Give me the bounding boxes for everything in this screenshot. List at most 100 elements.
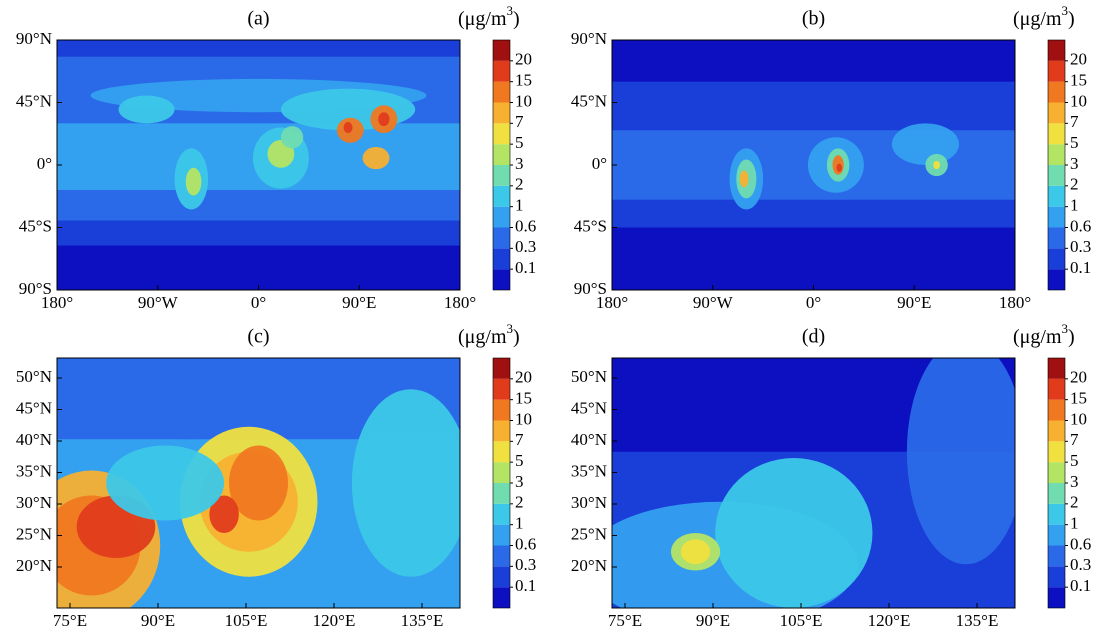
panel-label: (d): [802, 326, 825, 348]
x-tick-label: 180°: [41, 293, 73, 312]
y-tick-label: 0°: [592, 154, 607, 173]
panel-label: (a): [247, 8, 269, 30]
colorbar-box: [1048, 40, 1065, 61]
colorbar-label: 2: [1070, 493, 1079, 512]
colorbar-label: 0.1: [1070, 576, 1091, 595]
field-blob: [57, 364, 338, 440]
unit-close: ): [1068, 326, 1075, 348]
colorbar-box: [1048, 227, 1065, 249]
colorbar-unit: (μg/m3): [458, 3, 520, 30]
colorbar-label: 10: [515, 409, 532, 428]
field-blob: [715, 458, 873, 608]
colorbar-box: [1048, 81, 1065, 103]
unit-sup: 3: [1062, 321, 1069, 336]
colorbar-box: [1048, 248, 1065, 270]
colorbar-label: 15: [1070, 71, 1087, 90]
colorbar-label: 0.1: [515, 258, 536, 277]
colorbar-label: 0.6: [515, 534, 536, 553]
colorbar-label: 15: [515, 71, 532, 90]
unit-base: (μg/m: [1013, 326, 1062, 348]
x-tick-label: 180°: [444, 293, 476, 312]
colorbar-label: 0.6: [1070, 534, 1091, 553]
colorbar-box: [1048, 206, 1065, 228]
colorbar-box: [1048, 503, 1065, 525]
map-field: [612, 358, 1015, 608]
colorbar-label: 10: [1070, 91, 1087, 110]
colorbar-box: [1048, 566, 1065, 588]
colorbar-label: 1: [1070, 514, 1079, 533]
colorbar-box: [1048, 545, 1065, 567]
colorbar-box: [1048, 165, 1065, 186]
x-tick-label: 120°E: [868, 611, 911, 630]
colorbar-label: 5: [515, 133, 524, 152]
colorbar-box: [493, 358, 510, 379]
unit-base: (μg/m: [1013, 8, 1062, 30]
colorbar-box: [1048, 587, 1065, 608]
colorbar-box: [1048, 102, 1065, 124]
field-blob: [378, 112, 390, 127]
y-tick-label: 35°N: [571, 461, 607, 480]
colorbar-box: [1048, 185, 1065, 207]
colorbar-box: [493, 102, 510, 124]
unit-sup: 3: [507, 321, 514, 336]
field-band: [57, 40, 460, 57]
colorbar-box: [1048, 60, 1065, 82]
colorbar-label: 7: [515, 430, 524, 449]
colorbar-label: 0.3: [1070, 555, 1091, 574]
y-tick-label: 35°N: [16, 461, 52, 480]
x-tick-label: 90°E: [696, 611, 730, 630]
field-blob: [118, 95, 175, 124]
map-field: [57, 358, 460, 608]
colorbar-label: 0.3: [1070, 237, 1091, 256]
y-tick-label: 45°N: [571, 398, 607, 417]
y-tick-label: 90°N: [571, 29, 607, 48]
colorbar-label: 1: [1070, 196, 1079, 215]
y-tick-label: 25°N: [16, 524, 52, 543]
field-blob: [362, 146, 390, 170]
field-blob: [106, 445, 225, 521]
colorbar-label: 20: [1070, 50, 1087, 69]
colorbar-label: 3: [515, 154, 524, 173]
colorbar-label: 20: [515, 50, 532, 69]
colorbar-label: 7: [1070, 112, 1079, 131]
field-blob: [739, 170, 749, 188]
panel-label: (b): [802, 8, 825, 30]
map-frame: [611, 357, 1016, 609]
x-tick-label: 120°E: [313, 611, 356, 630]
colorbar-unit: (μg/m3): [1013, 3, 1075, 30]
x-tick-label: 75°E: [608, 611, 642, 630]
unit-close: ): [1068, 8, 1075, 30]
colorbar-box: [493, 144, 510, 165]
colorbar-label: 1: [515, 196, 524, 215]
colorbar-box: [493, 185, 510, 207]
colorbar-label: 1: [515, 514, 524, 533]
colorbar-box: [493, 123, 510, 145]
colorbar-box: [493, 378, 510, 400]
colorbar-box: [493, 165, 510, 186]
x-tick-label: 90°W: [693, 293, 734, 312]
y-tick-label: 45°S: [574, 216, 607, 235]
colorbar-box: [493, 587, 510, 608]
field-blob: [891, 123, 960, 165]
colorbar-box: [1048, 144, 1065, 165]
colorbar-label: 5: [1070, 133, 1079, 152]
field-blob: [229, 445, 288, 521]
colorbar-box: [1048, 524, 1065, 546]
colorbar-label: 2: [515, 175, 524, 194]
colorbar-box: [493, 269, 510, 290]
colorbar-label: 20: [515, 368, 532, 387]
colorbar-box: [493, 462, 510, 483]
y-tick-label: 40°N: [16, 430, 52, 449]
x-tick-label: 90°E: [897, 293, 931, 312]
map-field: [57, 40, 460, 290]
colorbar-label: 15: [515, 389, 532, 408]
y-tick-label: 90°N: [16, 29, 52, 48]
x-tick-label: 180°: [999, 293, 1031, 312]
y-tick-label: 90°S: [574, 279, 607, 298]
x-tick-label: 90°E: [342, 293, 376, 312]
colorbar-label: 0.3: [515, 555, 536, 574]
x-tick-label: 75°E: [53, 611, 87, 630]
field-band: [57, 245, 460, 290]
x-tick-label: 0°: [806, 293, 821, 312]
